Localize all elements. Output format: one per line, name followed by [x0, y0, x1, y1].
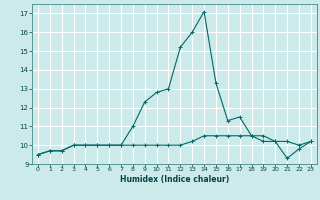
X-axis label: Humidex (Indice chaleur): Humidex (Indice chaleur)	[120, 175, 229, 184]
